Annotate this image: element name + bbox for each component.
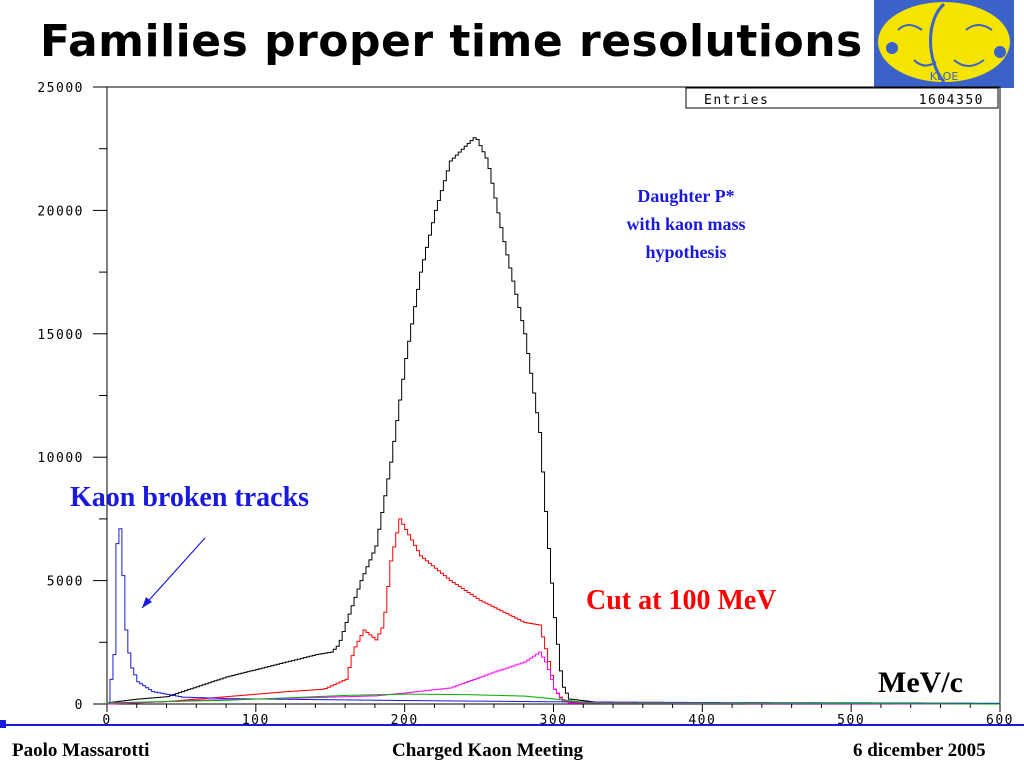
annotation-daughter-line3: hypothesis bbox=[645, 242, 727, 262]
annotation-daughter-line2: with kaon mass bbox=[626, 214, 746, 234]
annotation-daughter-line1: Daughter P* bbox=[637, 186, 735, 206]
annotation-daughter: Daughter P* with kaon mass hypothesis bbox=[596, 182, 776, 266]
kaon-annotation-arrow bbox=[141, 537, 206, 609]
annotation-kaon-broken: Kaon broken tracks bbox=[70, 482, 310, 513]
y-tick-label: 25000 bbox=[37, 81, 84, 96]
annotation-cut: Cut at 100 MeV bbox=[586, 585, 777, 616]
y-tick-label: 20000 bbox=[37, 204, 84, 219]
footer-date: 6 dicember 2005 bbox=[853, 740, 986, 761]
stats-label: Entries bbox=[704, 93, 769, 108]
stats-box: Entries 1604350 bbox=[685, 87, 999, 109]
logo-text: KLOE bbox=[930, 70, 959, 83]
footer-meeting: Charged Kaon Meeting bbox=[392, 740, 584, 761]
stats-value: 1604350 bbox=[919, 93, 984, 108]
footer-divider bbox=[0, 724, 1024, 726]
y-tick-label: 0 bbox=[75, 698, 84, 713]
page-title: Families proper time resolutions bbox=[40, 16, 863, 67]
kloe-logo: KLOE bbox=[874, 0, 1014, 88]
y-tick-label: 10000 bbox=[37, 451, 84, 466]
x-tick-label: 0 bbox=[102, 713, 111, 728]
x-axis-unit-label: MeV/c bbox=[878, 666, 963, 699]
series-line-0 bbox=[106, 137, 1001, 705]
y-tick-label: 15000 bbox=[37, 328, 84, 343]
series-line-4 bbox=[106, 693, 1001, 705]
footer-author: Paolo Massarotti bbox=[12, 740, 150, 761]
series-layer bbox=[106, 137, 1001, 705]
y-tick-label: 5000 bbox=[47, 575, 84, 590]
